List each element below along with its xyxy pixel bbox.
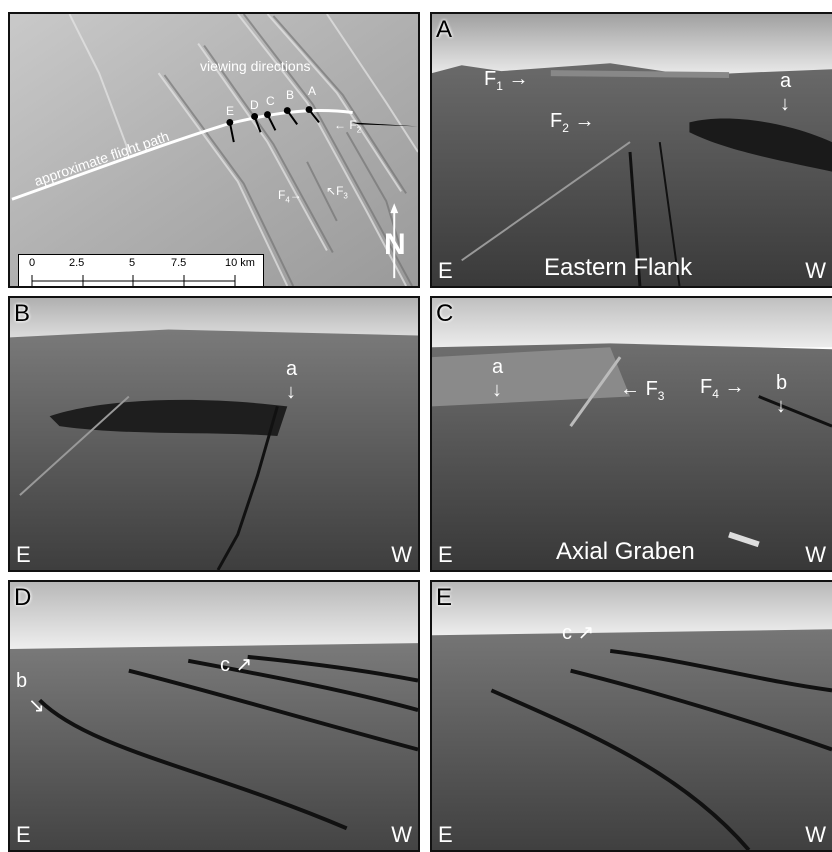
photo-panel-d: D b ↘ c ↗ E W <box>8 580 420 852</box>
scale-tick-5: 5 <box>129 257 136 269</box>
aerial-photo-c <box>432 298 832 570</box>
aerial-photo-e <box>432 582 832 850</box>
aerial-photo-a <box>432 14 832 286</box>
point-b-label: B <box>286 88 295 102</box>
photo-b-label: B <box>14 300 31 327</box>
photo-d-east-label: E <box>16 822 31 847</box>
photo-e-west-label: W <box>805 822 826 847</box>
photo-a-annotation-f1: F1 → <box>484 68 529 93</box>
point-c-label: C <box>266 94 275 108</box>
scale-tick-2-5: 2.5 <box>69 257 85 269</box>
photo-a-east-label: E <box>438 258 453 283</box>
fault-f3-label: ↖F3 <box>326 184 348 201</box>
viewing-directions-label: viewing directions <box>200 58 311 74</box>
scale-bar: 0 2.5 5 7.5 10 km <box>18 254 264 286</box>
scale-tick-0: 0 <box>29 257 36 269</box>
photo-c-caption: Axial Graben <box>556 538 695 565</box>
photo-d-annotation-c: c ↗ <box>220 654 253 676</box>
photo-b-annotation-a: a ↓ <box>286 358 298 403</box>
flight-path-line <box>11 106 418 279</box>
photo-c-annotation-f4: F4 → <box>700 376 745 401</box>
photo-c-annotation-f3: ← F3 <box>620 378 665 403</box>
photo-c-west-label: W <box>805 542 826 567</box>
point-a-label: A <box>308 84 317 98</box>
photo-panel-e: E c ↗ E W <box>430 580 832 852</box>
photo-c-label: C <box>436 300 454 327</box>
hillshade-relief-image <box>10 14 418 286</box>
point-d-label: D <box>250 98 259 112</box>
photo-a-west-label: W <box>805 258 826 283</box>
photo-c-annotation-b: b ↓ <box>776 372 788 417</box>
point-e-label: E <box>226 104 235 118</box>
photo-a-caption: Eastern Flank <box>544 254 693 281</box>
photo-c-east-label: E <box>438 542 453 567</box>
photo-a-annotation-a: a ↓ <box>780 70 792 115</box>
fault-f2-label: ← F2 <box>334 118 362 135</box>
aerial-photo-b <box>10 298 418 570</box>
fault-f4-label: F4→ <box>278 188 302 205</box>
scale-tick-7-5: 7.5 <box>171 257 187 269</box>
photo-b-west-label: W <box>391 542 412 567</box>
photo-panel-b: B a ↓ E W <box>8 296 420 572</box>
scale-tick-10: 10 km <box>225 257 255 269</box>
photo-e-annotation-c: c ↗ <box>562 622 595 644</box>
aerial-photo-d <box>10 582 418 850</box>
photo-a-label: A <box>436 16 453 43</box>
photo-e-east-label: E <box>438 822 453 847</box>
photo-d-annotation-b: b ↘ <box>16 670 45 717</box>
photo-a-annotation-f2: F2 → <box>550 110 595 135</box>
photo-panel-a: A F1 → F2 → a ↓ Eastern Flank E W <box>430 12 832 288</box>
photo-c-annotation-a: a ↓ <box>492 356 504 401</box>
map-panel: viewing directions approximate flight pa… <box>8 12 420 288</box>
photo-d-west-label: W <box>391 822 412 847</box>
photo-e-label: E <box>436 584 453 611</box>
north-arrow-icon: N <box>384 228 406 261</box>
photo-d-label: D <box>14 584 32 611</box>
photo-b-east-label: E <box>16 542 31 567</box>
photo-panel-c: C a ↓ ← F3 F4 → b ↓ Axial Graben E W <box>430 296 832 572</box>
